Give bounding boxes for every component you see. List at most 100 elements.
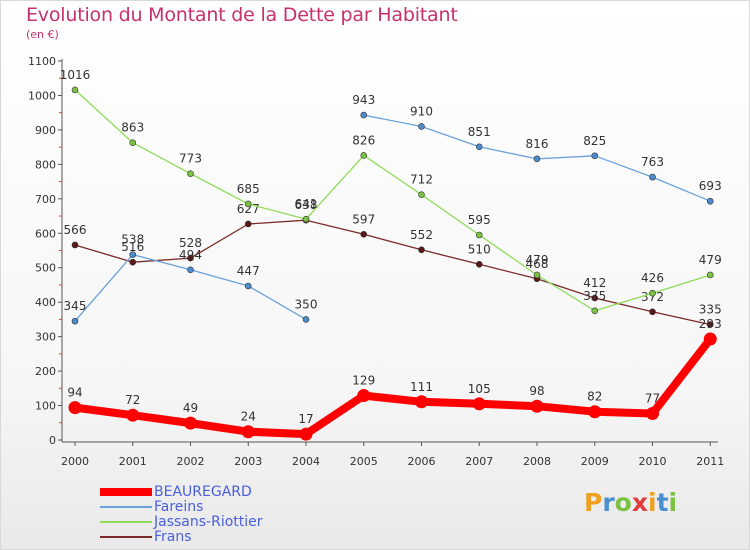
data-label-beauregard: 24: [241, 410, 256, 424]
legend-label-fareins: Fareins: [154, 499, 204, 515]
data-point-frans: [360, 231, 368, 238]
data-point-fareins: [706, 197, 714, 205]
x-tick-label: 2004: [292, 455, 320, 468]
data-point-fareins: [71, 317, 79, 325]
data-label-frans: 510: [468, 242, 491, 256]
x-tick-label: 2006: [408, 455, 436, 468]
y-tick-label: 200: [35, 365, 56, 378]
data-label-jassans-riottier: 826: [352, 133, 375, 147]
data-point-beauregard: [357, 389, 371, 403]
data-point-frans: [649, 308, 656, 316]
data-label-fareins: 693: [699, 179, 722, 193]
data-label-frans: 552: [410, 228, 433, 242]
y-tick-label: 900: [35, 124, 56, 137]
data-label-frans: 372: [641, 290, 664, 304]
data-point-jassans-riottier: [533, 271, 541, 279]
data-label-frans: 528: [179, 236, 202, 250]
logo-letter: r: [602, 488, 615, 517]
data-point-fareins: [244, 282, 252, 290]
data-label-frans: 468: [526, 257, 549, 271]
data-point-beauregard: [68, 401, 82, 415]
data-point-jassans-riottier: [649, 289, 656, 297]
data-point-frans: [244, 220, 252, 228]
y-tick-label: 400: [35, 296, 56, 309]
y-tick-label: 100: [35, 400, 56, 413]
data-point-fareins: [649, 173, 656, 181]
data-point-beauregard: [126, 408, 140, 422]
data-point-beauregard: [472, 397, 486, 411]
legend-swatch-fareins: [100, 506, 152, 508]
data-label-beauregard: 49: [183, 401, 198, 415]
data-label-jassans-riottier: 375: [583, 289, 606, 303]
data-label-fareins: 350: [295, 297, 318, 311]
data-point-fareins: [418, 123, 425, 130]
data-point-beauregard: [588, 405, 602, 419]
legend-item-fareins: Fareins: [100, 499, 340, 515]
data-point-fareins: [302, 316, 310, 323]
logo-letter: t: [656, 488, 669, 517]
data-point-frans: [591, 294, 599, 302]
y-tick-label: 1000: [28, 89, 56, 102]
x-tick-label: 2001: [119, 455, 147, 468]
data-label-jassans-riottier: 641: [295, 197, 318, 211]
data-point-beauregard: [299, 427, 313, 441]
data-label-fareins: 851: [468, 125, 491, 139]
legend-label-jassans-riottier: Jassans-Riottier: [154, 514, 263, 530]
data-point-beauregard: [646, 406, 659, 420]
data-label-jassans-riottier: 712: [410, 173, 433, 187]
data-label-fareins: 816: [526, 137, 549, 151]
series-line-beauregard: [71, 335, 715, 439]
data-point-beauregard: [184, 416, 197, 430]
data-label-beauregard: 98: [529, 384, 544, 398]
x-tick-label: 2000: [61, 455, 89, 468]
data-point-beauregard: [703, 332, 717, 346]
series-line-fareins: [74, 114, 711, 322]
logo-letter: P: [584, 488, 603, 517]
data-point-jassans-riottier: [360, 152, 368, 159]
data-point-jassans-riottier: [71, 86, 79, 94]
data-point-fareins: [360, 111, 368, 119]
x-tick-label: 2007: [465, 455, 493, 468]
y-tick-label: 300: [35, 331, 56, 344]
data-point-jassans-riottier: [706, 271, 714, 279]
y-tick-label: 800: [35, 158, 56, 171]
data-point-beauregard: [241, 425, 255, 439]
x-tick-label: 2010: [639, 455, 667, 468]
data-label-beauregard: 72: [125, 393, 140, 407]
data-point-jassans-riottier: [475, 231, 483, 239]
x-tick-label: 2002: [177, 455, 205, 468]
data-point-jassans-riottier: [302, 215, 310, 223]
data-label-fareins: 345: [64, 299, 87, 313]
data-label-beauregard: 77: [645, 391, 660, 405]
legend-item-jassans-riottier: Jassans-Riottier: [100, 514, 340, 530]
x-tick-label: 2003: [234, 455, 262, 468]
x-tick-label: 2008: [523, 455, 551, 468]
chart-title: Evolution du Montant de la Dette par Hab…: [26, 4, 458, 26]
data-label-frans: 412: [583, 276, 606, 290]
logo-letter: o: [614, 488, 632, 517]
logo-letter: i: [668, 488, 678, 517]
data-point-fareins: [591, 152, 599, 160]
data-label-fareins: 494: [179, 248, 202, 262]
y-tick-label: 500: [35, 262, 56, 275]
data-label-jassans-riottier: 773: [179, 152, 202, 166]
data-label-fareins: 943: [352, 93, 375, 107]
data-point-jassans-riottier: [244, 200, 252, 208]
data-point-jassans-riottier: [591, 307, 599, 315]
x-tick-label: 2011: [696, 455, 724, 468]
data-point-fareins: [533, 155, 541, 163]
data-label-jassans-riottier: 595: [468, 213, 491, 227]
chart-unit-label: (en €): [26, 28, 59, 41]
y-tick-label: 600: [35, 227, 56, 240]
data-label-beauregard: 293: [699, 317, 722, 331]
legend-swatch-frans: [100, 536, 152, 538]
data-label-frans: 638: [295, 198, 318, 212]
data-point-beauregard: [530, 399, 544, 413]
y-tick-label: 0: [49, 434, 56, 447]
x-tick-label: 2009: [581, 455, 609, 468]
data-point-jassans-riottier: [418, 191, 425, 198]
data-label-frans: 597: [352, 212, 375, 226]
data-point-frans: [418, 246, 425, 254]
data-point-fareins: [475, 143, 483, 151]
